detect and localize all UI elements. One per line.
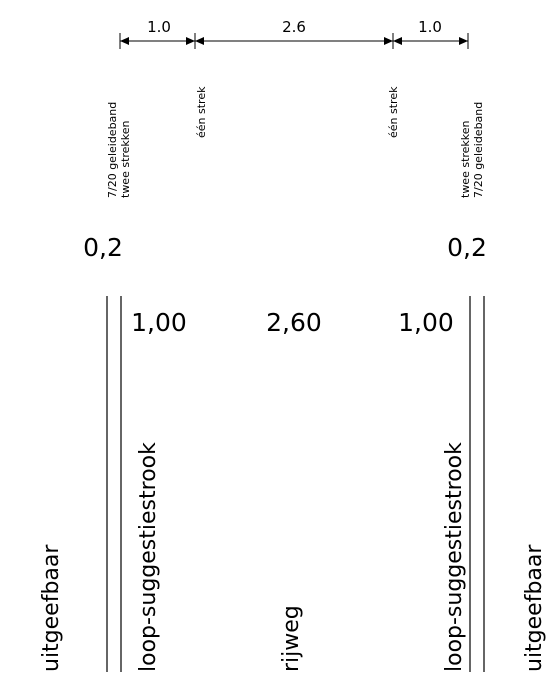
arrowhead-mid-end (384, 37, 393, 45)
zone-label-left-outside: uitgeefbaar (39, 544, 64, 672)
arrowhead-left-end (186, 37, 195, 45)
dimension-label-right: 1.0 (418, 18, 442, 36)
edge-strip-left (106, 296, 122, 672)
arrowhead-left-start (120, 37, 129, 45)
dimension-arrowheads (120, 37, 468, 45)
edge-width-right: 0,2 (447, 233, 487, 262)
arrowhead-right-start (393, 37, 402, 45)
zone-label-middle: rijweg (279, 605, 304, 672)
lane-width-left: 1,00 (131, 308, 187, 337)
marking-label-right-inner: één strek (387, 86, 400, 138)
zone-left-outside-text: uitgeefbaar (39, 544, 64, 672)
marking-right-inner-text: één strek (387, 86, 400, 138)
marking-left-outer-line2: twee strekken (119, 120, 132, 198)
marking-label-right-outer: twee strekken 7/20 geleideband (459, 102, 485, 198)
marking-left-inner-text: één strek (195, 86, 208, 138)
zone-left-lane-text: loop-suggestiestrook (136, 442, 161, 672)
marking-left-outer-line1: 7/20 geleideband (106, 102, 119, 198)
zone-right-lane-text: loop-suggestiestrook (442, 442, 467, 672)
dimension-label-left: 1.0 (147, 18, 171, 36)
edge-strip-right (469, 296, 485, 672)
edge-width-left: 0,2 (83, 233, 123, 262)
zone-middle-text: rijweg (279, 605, 304, 672)
marking-right-outer-line1: twee strekken (459, 120, 472, 198)
zone-label-right-lane: loop-suggestiestrook (442, 442, 467, 672)
zone-label-right-outside: uitgeefbaar (522, 544, 547, 672)
lane-width-middle: 2,60 (266, 308, 322, 337)
zone-label-left-lane: loop-suggestiestrook (136, 442, 161, 672)
arrowhead-right-end (459, 37, 468, 45)
arrowhead-mid-start (195, 37, 204, 45)
marking-right-outer-line2: 7/20 geleideband (472, 102, 485, 198)
dimension-label-middle: 2.6 (282, 18, 306, 36)
marking-label-left-outer: 7/20 geleideband twee strekken (106, 102, 132, 198)
zone-right-outside-text: uitgeefbaar (522, 544, 547, 672)
marking-label-left-inner: één strek (195, 86, 208, 138)
lane-width-right: 1,00 (398, 308, 454, 337)
